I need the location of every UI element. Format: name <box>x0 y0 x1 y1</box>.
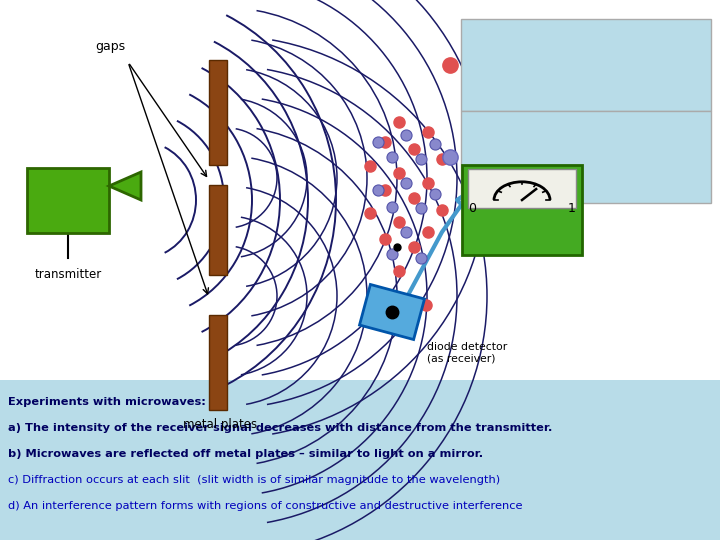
Text: c) Diffraction occurs at each slit  (slit width is of similar magnitude to the w: c) Diffraction occurs at each slit (slit… <box>8 475 500 485</box>
Text: cancellation: cancellation <box>475 165 579 179</box>
Bar <box>209 60 227 165</box>
FancyBboxPatch shape <box>359 285 425 340</box>
FancyBboxPatch shape <box>461 111 711 203</box>
Bar <box>27 167 109 233</box>
Text: a) The intensity of the receiver signal decreases with distance from the transmi: a) The intensity of the receiver signal … <box>8 423 552 433</box>
Text: diode detector
(as receiver): diode detector (as receiver) <box>427 342 508 363</box>
Bar <box>468 169 576 208</box>
Text: reinforcement: reinforcement <box>475 72 598 87</box>
Bar <box>209 315 227 410</box>
Text: Experiments with microwaves:: Experiments with microwaves: <box>8 397 206 407</box>
Text: 0: 0 <box>468 201 476 214</box>
Bar <box>0 380 720 540</box>
Text: gaps: gaps <box>95 40 125 53</box>
FancyBboxPatch shape <box>461 19 711 111</box>
Text: b) Microwaves are reflected off metal plates – similar to light on a mirror.: b) Microwaves are reflected off metal pl… <box>8 449 483 459</box>
Text: d) An interference pattern forms with regions of constructive and destructive in: d) An interference pattern forms with re… <box>8 501 523 511</box>
Text: 1: 1 <box>568 201 576 214</box>
Text: meter: meter <box>493 140 531 153</box>
Text: Regions of: Regions of <box>475 43 565 57</box>
Polygon shape <box>109 172 141 200</box>
Bar <box>462 165 582 255</box>
Text: transmitter: transmitter <box>35 268 102 281</box>
Text: metal plates: metal plates <box>183 418 257 431</box>
Text: Regions of: Regions of <box>475 134 565 150</box>
Bar <box>209 185 227 275</box>
